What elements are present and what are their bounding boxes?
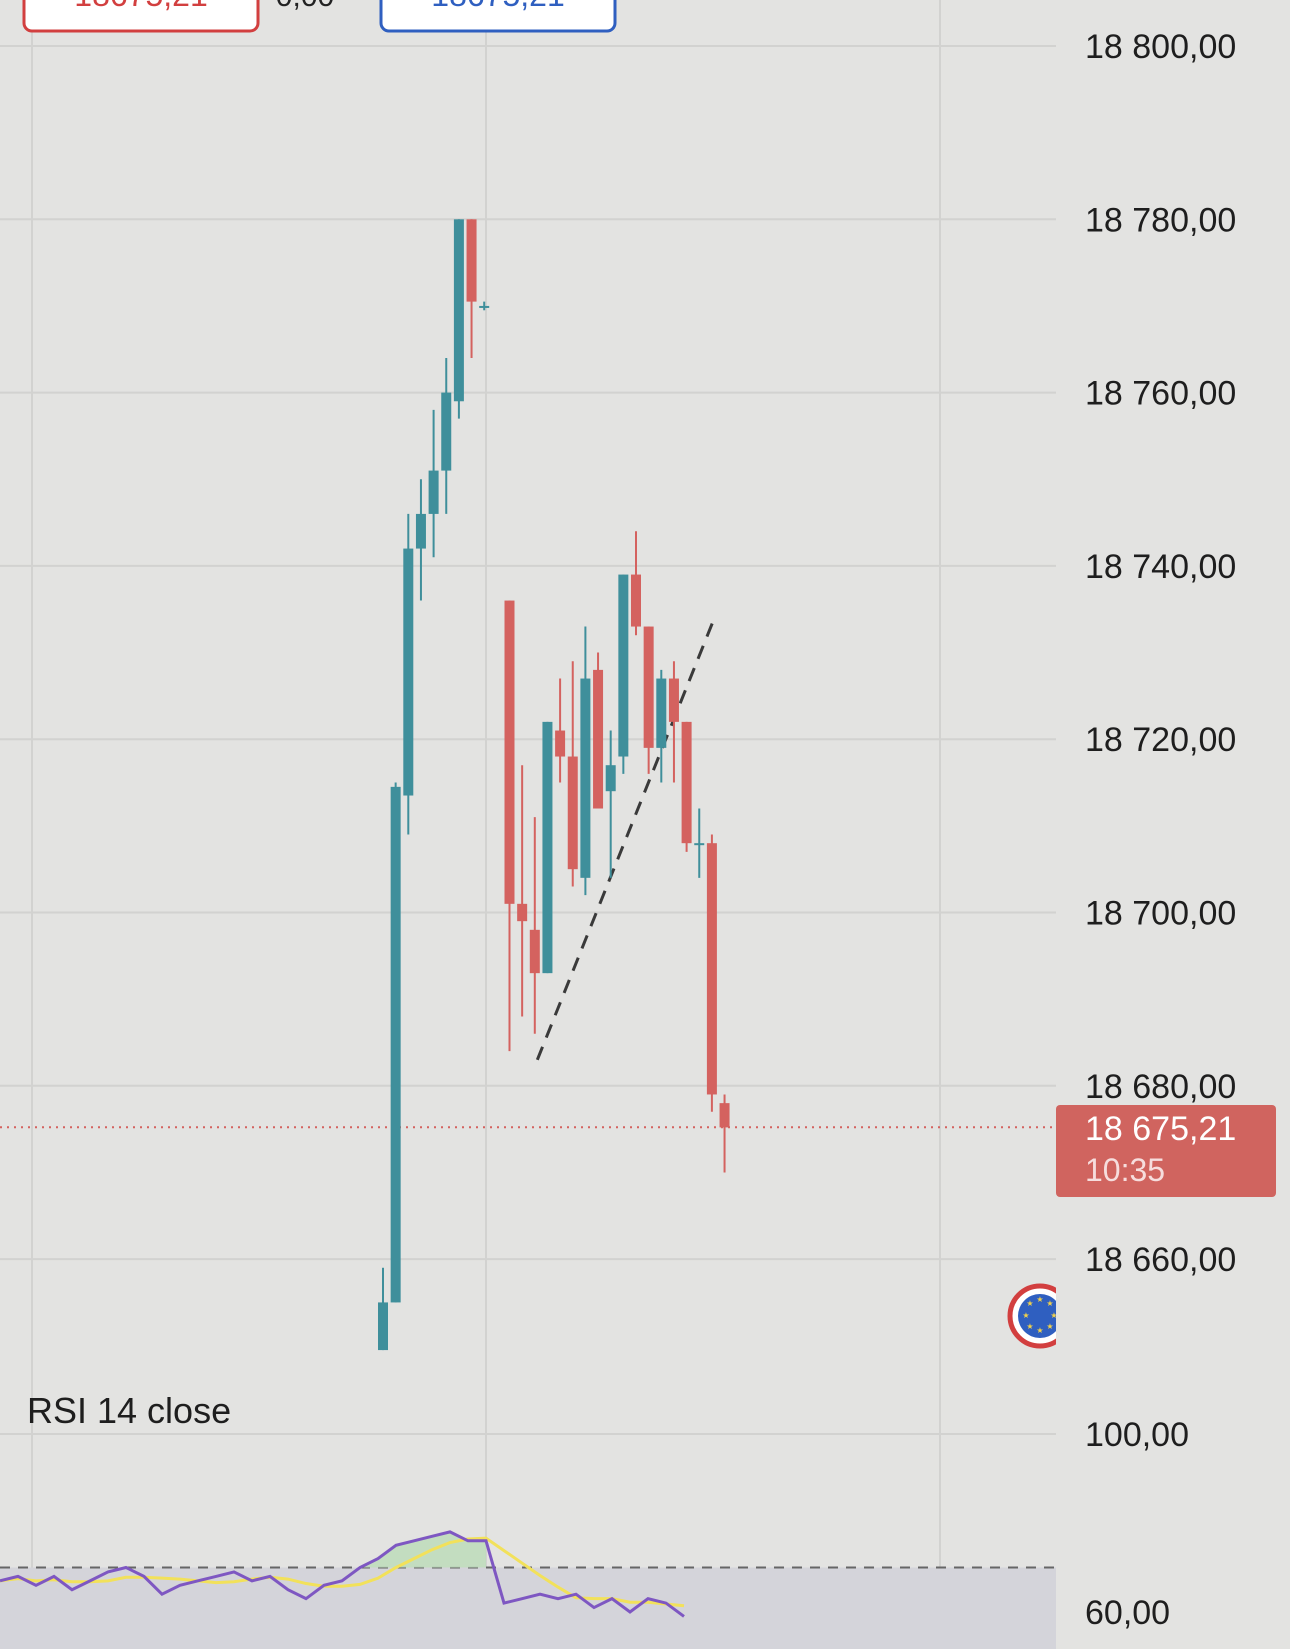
candle-body	[479, 305, 490, 308]
candle-body	[694, 843, 705, 846]
svg-text:★: ★	[1046, 1322, 1053, 1331]
candle-body	[555, 730, 566, 757]
candle-body	[529, 929, 540, 974]
candle-body	[706, 843, 717, 1095]
svg-text:★: ★	[1036, 1326, 1043, 1335]
candle-body	[441, 392, 452, 471]
candle-body	[593, 669, 604, 809]
svg-text:★: ★	[1036, 1295, 1043, 1304]
candle-body	[504, 600, 515, 904]
rsi-tick-label: 60,00	[1085, 1594, 1170, 1632]
candle-body	[517, 903, 528, 922]
rsi-indicator-title: RSI 14 close	[27, 1390, 231, 1431]
svg-text:★: ★	[1046, 1299, 1053, 1308]
candle-body	[605, 765, 616, 792]
candle-body	[390, 786, 401, 1303]
candlestick-series[interactable]	[378, 219, 730, 1351]
svg-text:★: ★	[1022, 1311, 1029, 1320]
rsi-tick-label: 100,00	[1085, 1416, 1189, 1454]
candle-body	[403, 548, 414, 796]
price-axis[interactable]: 18 800,00 18 780,00 18 760,00 18 740,00 18 7…	[1085, 28, 1236, 1279]
rsi-band-fill	[0, 1567, 1056, 1649]
candle-body	[415, 513, 426, 549]
candle-body	[466, 219, 477, 302]
price-tick-label: 18 700,00	[1085, 895, 1236, 933]
candle-body	[643, 626, 654, 748]
candle-body	[631, 574, 641, 627]
eu-flag-icon[interactable]: ★ ★★ ★★★ ★★	[1007, 1280, 1096, 1352]
price-tick-label: 18 680,00	[1085, 1068, 1236, 1106]
rsi-axis: 100,00 60,00	[1085, 1416, 1189, 1632]
current-price-label: 18 675,21	[1085, 1110, 1236, 1148]
svg-text:★: ★	[1026, 1322, 1033, 1331]
candle-body	[428, 470, 439, 514]
svg-text:★: ★	[1050, 1311, 1057, 1320]
current-price-tag: 18 675,21 10:35	[1056, 1105, 1276, 1197]
price-tick-label: 18 780,00	[1085, 201, 1236, 239]
candle-body	[378, 1302, 388, 1351]
price-tick-label: 18 760,00	[1085, 375, 1236, 413]
candle-body	[453, 219, 464, 402]
spread-value: 0,00	[276, 0, 334, 13]
rsi-line	[0, 1530, 685, 1618]
bar-countdown: 10:35	[1085, 1152, 1165, 1188]
price-tick-label: 18 660,00	[1085, 1241, 1236, 1279]
rsi-overbought-fill	[126, 1531, 486, 1568]
candle-body	[567, 756, 578, 870]
candle-body	[719, 1103, 730, 1128]
rsi-panel[interactable]	[0, 1530, 685, 1618]
trendline[interactable]	[535, 617, 716, 1061]
grid-lines	[0, 0, 1056, 1649]
candle-body	[681, 721, 692, 844]
candle-body	[656, 678, 667, 748]
candle-body	[580, 678, 591, 878]
candle-body	[618, 574, 629, 757]
price-tick-label: 18 720,00	[1085, 721, 1236, 759]
price-tick-label: 18 740,00	[1085, 548, 1236, 586]
svg-text:★: ★	[1026, 1299, 1033, 1308]
candle-body	[542, 721, 553, 974]
candle-body	[668, 678, 679, 722]
dashed-trendline	[535, 617, 716, 1061]
price-tick-label: 18 800,00	[1085, 28, 1236, 66]
